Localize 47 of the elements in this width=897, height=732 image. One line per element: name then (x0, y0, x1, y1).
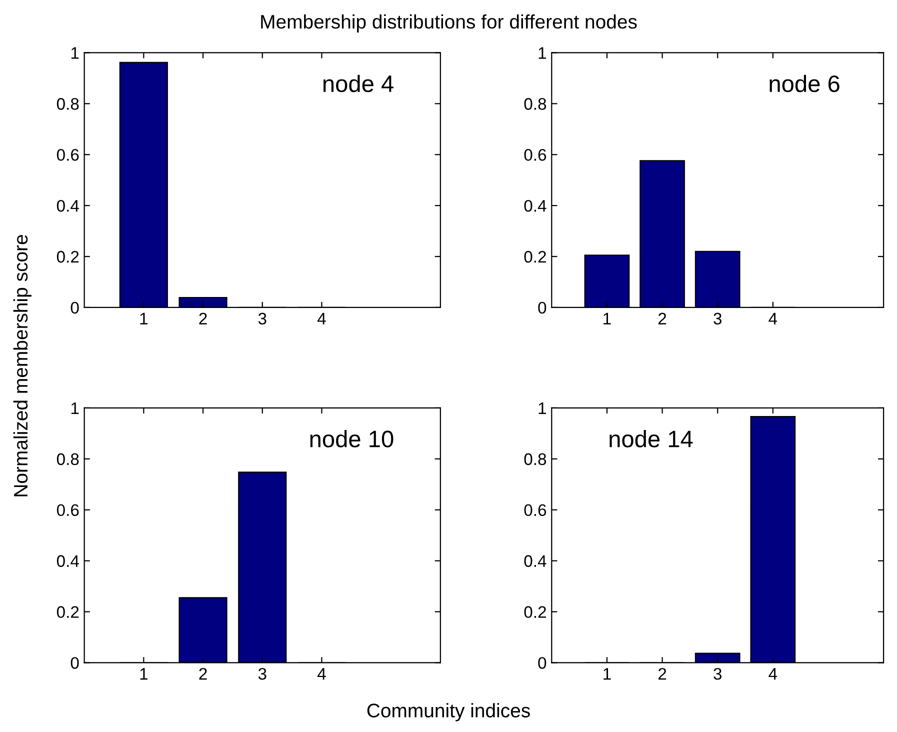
x-tick-label: 4 (317, 312, 326, 324)
y-tick-label: 1 (538, 402, 546, 414)
x-tick-label: 2 (658, 312, 666, 324)
x-tick-label: 4 (768, 668, 778, 680)
y-tick-label: 0.6 (524, 149, 546, 161)
annotation: node 6 (770, 74, 840, 92)
y-tick-label: 0.2 (524, 606, 546, 618)
y-tick-label: 0.4 (524, 555, 546, 567)
y-tick-label: 1 (71, 47, 79, 59)
y-tick-label: 0 (70, 302, 79, 314)
y-tick-label: 0.4 (56, 200, 79, 212)
x-tick-label: 4 (768, 312, 778, 324)
y-tick-label: 0 (538, 657, 546, 669)
chart-title: Membership distributions for different nodes (261, 14, 637, 32)
x-tick-label: 4 (317, 668, 326, 680)
x-tick-label: 2 (199, 668, 207, 680)
x-tick-label: 2 (199, 312, 207, 324)
y-axis-title: Normalized membership score (13, 235, 32, 496)
x-tick-label: 1 (140, 312, 148, 324)
y-tick-label: 0 (538, 302, 546, 314)
x-tick-label: 3 (714, 312, 722, 325)
y-tick-label: 1 (538, 47, 546, 59)
y-tick-label: 0.2 (56, 606, 79, 618)
x-tick-label: 2 (658, 668, 666, 680)
x-axis-title: Community indices (367, 703, 530, 722)
y-tick-label: 0.8 (56, 453, 79, 466)
x-tick-label: 1 (140, 668, 148, 680)
y-tick-label: 0.6 (56, 149, 79, 161)
y-tick-label: 0.8 (56, 98, 79, 110)
x-tick-label: 3 (258, 312, 266, 325)
y-tick-label: 0.8 (524, 98, 546, 110)
y-tick-label: 0.6 (524, 504, 546, 516)
x-tick-label: 1 (604, 312, 611, 324)
y-tick-label: 0.2 (524, 250, 546, 263)
annotation: node 14 (610, 430, 693, 448)
y-tick-label: 0 (70, 657, 79, 669)
annotation: node 4 (323, 74, 394, 92)
annotation: node 10 (310, 430, 394, 448)
y-tick-label: 1 (71, 402, 79, 414)
x-tick-label: 1 (604, 668, 611, 680)
y-tick-label: 0.8 (524, 453, 546, 466)
y-tick-label: 0.4 (524, 200, 546, 212)
y-tick-label: 0.2 (56, 250, 79, 263)
y-tick-label: 0.6 (56, 504, 79, 516)
x-tick-label: 3 (714, 668, 722, 680)
x-tick-label: 3 (258, 668, 266, 680)
y-tick-label: 0.4 (56, 555, 79, 567)
